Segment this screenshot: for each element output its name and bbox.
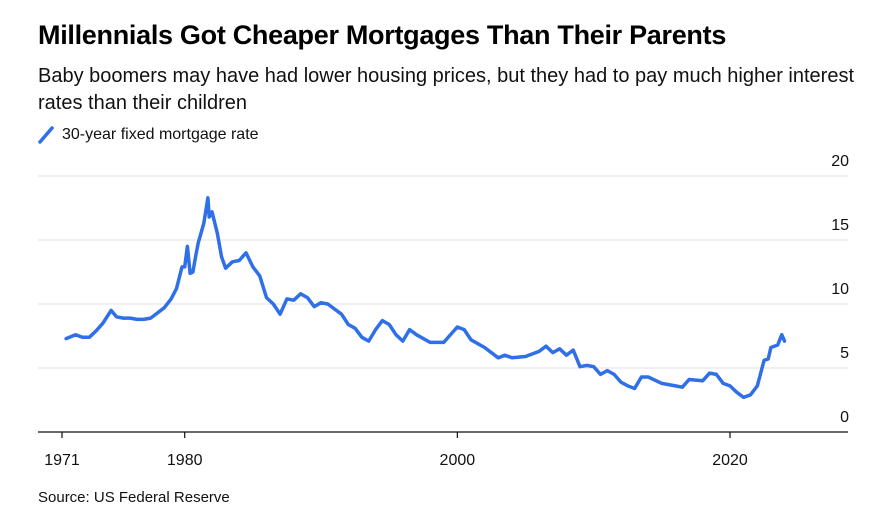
- x-tick-label: 1980: [167, 452, 203, 469]
- y-tick-label: 20: [831, 153, 849, 170]
- y-tick-label: 0: [840, 409, 849, 426]
- x-tick-label: 2000: [440, 452, 476, 469]
- y-tick-label: 5: [840, 345, 849, 362]
- legend-label: 30-year fixed mortgage rate: [62, 126, 259, 143]
- chart-subtitle: Baby boomers may have had lower housing …: [38, 65, 855, 114]
- legend: 30-year fixed mortgage rate: [38, 126, 259, 144]
- x-tick-label: 2020: [712, 452, 748, 469]
- y-tick-label: 10: [831, 281, 849, 298]
- y-tick-label: 15: [831, 217, 849, 234]
- chart-title: Millennials Got Cheaper Mortgages Than T…: [38, 20, 727, 50]
- x-tick-label: 1971: [44, 452, 80, 469]
- series-line-mortgage-rate: [64, 196, 787, 400]
- source-note: Source: US Federal Reserve: [38, 489, 230, 506]
- legend-line-icon: [38, 126, 54, 144]
